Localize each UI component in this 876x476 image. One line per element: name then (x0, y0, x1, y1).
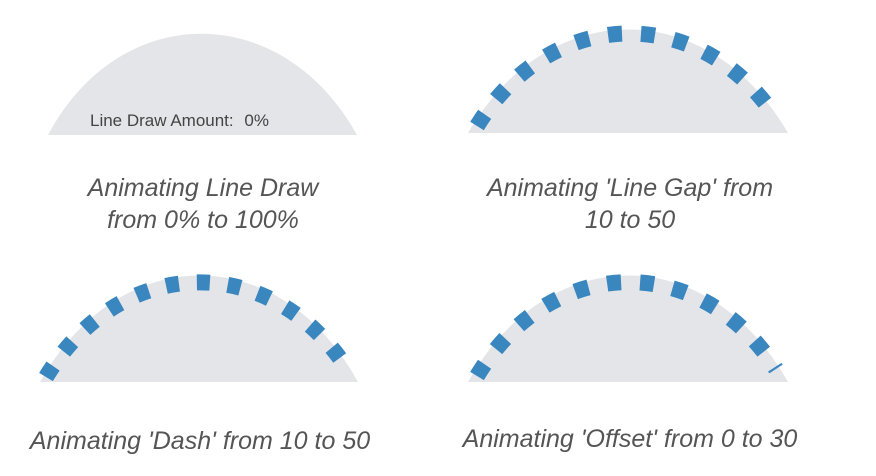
dash-caption: Animating 'Dash' from 10 to 50 (0, 425, 400, 457)
hill-shape (48, 33, 357, 135)
line-gap-caption: Animating 'Line Gap' from 10 to 50 (455, 172, 805, 236)
caption-line-1: Animating 'Line Gap' from (486, 174, 774, 202)
caption-line-1: Animating 'Dash' from 10 to 50 (29, 427, 371, 455)
caption-line-2: 10 to 50 (584, 206, 676, 234)
caption-line-1: Animating Line Draw (87, 174, 319, 202)
offset-caption: Animating 'Offset' from 0 to 30 (430, 423, 830, 455)
caption-line-2: from 0% to 100% (107, 206, 299, 234)
dashed-line (39, 274, 355, 382)
line-draw-amount-label: Line Draw Amount: 0% (90, 111, 269, 131)
caption-line-1: Animating 'Offset' from 0 to 30 (462, 425, 798, 453)
dash-hill (39, 274, 358, 382)
offset-hill (468, 274, 788, 382)
line-draw-caption: Animating Line Draw from 0% to 100% (53, 172, 353, 236)
amount-label-text: Line Draw Amount: (90, 111, 234, 130)
amount-value-text: 0% (244, 111, 269, 130)
line-draw-hill (40, 25, 364, 139)
line-gap-hill (468, 25, 788, 133)
dashed-line (470, 25, 783, 131)
